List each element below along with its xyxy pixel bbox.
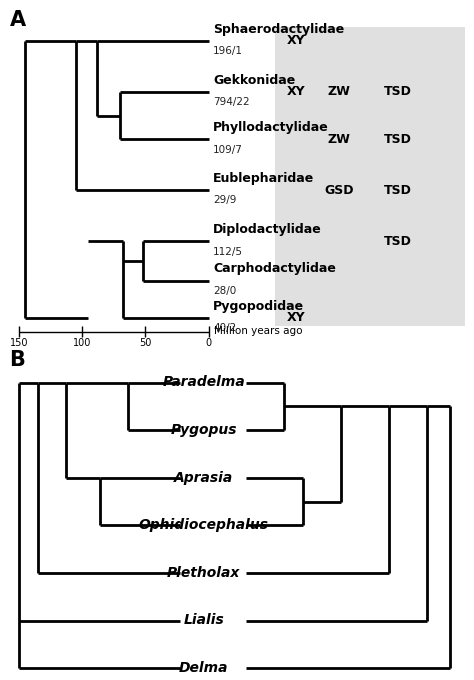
Text: Sphaerodactylidae: Sphaerodactylidae [213, 22, 345, 36]
Text: Pygopus: Pygopus [171, 423, 237, 437]
Text: Phyllodactylidae: Phyllodactylidae [213, 121, 329, 134]
Text: A: A [9, 10, 26, 30]
Text: 112/5: 112/5 [213, 247, 243, 256]
Text: Delma: Delma [179, 661, 228, 675]
Text: 100: 100 [73, 339, 91, 348]
Text: B: B [9, 350, 25, 370]
Text: 50: 50 [139, 339, 152, 348]
Text: Diplodactylidae: Diplodactylidae [213, 223, 322, 237]
Text: Eublepharidae: Eublepharidae [213, 172, 315, 185]
Text: XY: XY [287, 311, 306, 324]
Text: TSD: TSD [384, 85, 412, 99]
Text: ZW: ZW [328, 133, 350, 146]
Text: Carphodactylidae: Carphodactylidae [213, 262, 336, 275]
Text: Lialis: Lialis [183, 613, 224, 628]
Text: 196/1: 196/1 [213, 46, 243, 56]
Text: ZW: ZW [328, 85, 350, 99]
Text: TSD: TSD [384, 184, 412, 197]
Text: Pygopodidae: Pygopodidae [213, 300, 304, 313]
Text: TSD: TSD [384, 133, 412, 146]
Text: 40/2: 40/2 [213, 323, 237, 333]
Text: 109/7: 109/7 [213, 145, 243, 154]
Text: Paradelma: Paradelma [163, 375, 245, 390]
Text: Aprasia: Aprasia [174, 471, 233, 485]
Text: 28/0: 28/0 [213, 286, 237, 296]
Text: 794/22: 794/22 [213, 97, 250, 107]
Text: Ophidiocephalus: Ophidiocephalus [139, 518, 269, 532]
Text: Pletholax: Pletholax [167, 566, 240, 580]
Text: Gekkonidae: Gekkonidae [213, 73, 296, 87]
Text: 29/9: 29/9 [213, 196, 237, 205]
Text: 0: 0 [206, 339, 211, 348]
Text: XY: XY [287, 34, 306, 48]
Text: GSD: GSD [324, 184, 354, 197]
Bar [275, 27, 465, 326]
Text: TSD: TSD [384, 235, 412, 248]
Text: XY: XY [287, 85, 306, 99]
Text: Million years ago: Million years ago [214, 326, 303, 337]
Text: 150: 150 [9, 339, 28, 348]
